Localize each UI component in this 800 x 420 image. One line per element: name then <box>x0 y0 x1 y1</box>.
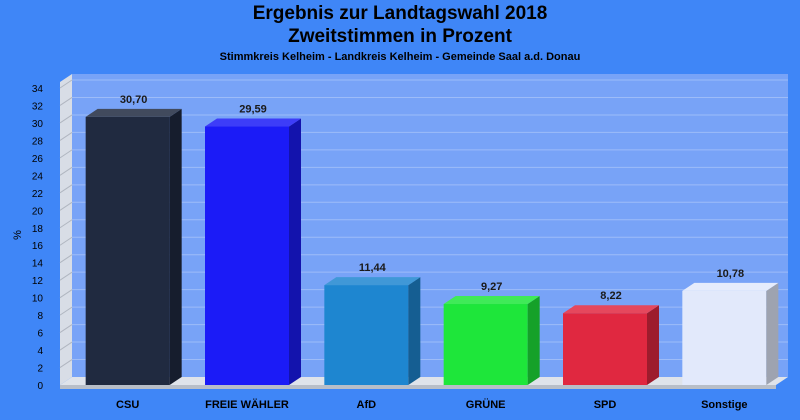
x-category-label: SPD <box>594 399 617 411</box>
gridline-side <box>59 324 73 334</box>
bar-side <box>169 108 182 385</box>
x-category-label: FREIE WÄHLER <box>205 398 289 411</box>
plot-floor-edge <box>60 385 776 389</box>
bar-top <box>85 108 182 117</box>
x-category-label: AfD <box>357 399 377 411</box>
gridline-side <box>59 271 73 281</box>
bar-front <box>205 126 289 385</box>
x-category-label: Sonstige <box>701 399 747 411</box>
bar-side <box>766 282 779 385</box>
chart-title-line-2: Zweitstimmen in Prozent <box>288 26 512 47</box>
bar-top <box>205 118 301 127</box>
gridline-side <box>59 359 73 368</box>
y-tick-label: 24 <box>32 171 44 182</box>
y-tick-label: 16 <box>32 241 44 252</box>
y-tick-label: 18 <box>32 224 44 235</box>
gridline-side <box>59 219 73 229</box>
gridline-side <box>59 254 73 264</box>
y-tick-label: 8 <box>37 311 43 322</box>
bar-top <box>443 296 540 305</box>
gridline-side <box>59 166 73 176</box>
bar-front <box>563 313 647 385</box>
bar-value-label: 29,59 <box>239 104 267 116</box>
y-tick-label: 32 <box>32 101 44 112</box>
gridline-side <box>59 114 73 124</box>
bar-value-label: 11,44 <box>359 262 387 274</box>
bar-front <box>324 285 409 385</box>
bar <box>563 305 659 385</box>
gridline-side <box>59 289 73 299</box>
bar-value-label: 8,22 <box>600 290 621 302</box>
gridline-side <box>59 79 73 89</box>
gridline-side <box>59 97 73 106</box>
y-tick-label: 0 <box>37 381 43 392</box>
bar-front <box>443 304 528 385</box>
bar-side <box>289 118 301 385</box>
chart-subtitle: Stimmkreis Kelheim - Landkreis Kelheim -… <box>219 51 581 63</box>
x-category-label: GRÜNE <box>466 398 506 411</box>
bar <box>443 296 540 385</box>
plot-back-wall <box>72 74 788 377</box>
x-category-label: CSU <box>116 399 139 411</box>
gridline-side <box>59 184 73 194</box>
y-tick-label: 26 <box>32 154 44 165</box>
y-tick-label: 30 <box>32 119 44 130</box>
chart-header: Ergebnis zur Landtagswahl 2018 Zweitstim… <box>0 2 800 63</box>
y-tick-label: 6 <box>37 329 43 340</box>
bar <box>682 282 779 385</box>
y-tick-label: 20 <box>32 206 44 217</box>
chart-title-line-1: Ergebnis zur Landtagswahl 2018 <box>252 3 548 24</box>
bar-top <box>324 277 421 286</box>
bar-front <box>682 290 767 385</box>
bar-side <box>527 296 540 385</box>
y-tick-label: 2 <box>37 364 43 375</box>
bar-value-label: 10,78 <box>717 268 745 280</box>
y-tick-label: 22 <box>32 189 44 200</box>
bar-top <box>563 305 659 314</box>
bar <box>324 277 421 385</box>
bar-side <box>647 305 659 385</box>
gridline-side <box>59 149 73 159</box>
bar-value-label: 30,70 <box>120 94 148 106</box>
gridline-side <box>59 341 73 351</box>
gridline-side <box>59 306 73 316</box>
plot-left-wall <box>60 74 72 385</box>
y-tick-label: 14 <box>32 259 44 270</box>
y-tick-label: 10 <box>32 294 44 305</box>
bar-side <box>408 277 421 385</box>
bar <box>205 118 301 385</box>
gridline-side <box>59 201 73 211</box>
y-tick-label: 12 <box>32 276 44 287</box>
y-tick-label: 34 <box>32 84 44 95</box>
y-tick-label: 4 <box>37 346 43 357</box>
y-axis-label: % <box>12 230 24 240</box>
y-tick-label: 28 <box>32 136 44 147</box>
bar-top <box>682 282 779 291</box>
bar-value-label: 9,27 <box>481 281 502 293</box>
bar-front <box>85 116 170 385</box>
bar <box>85 108 182 385</box>
gridline-side <box>59 131 73 141</box>
gridline-side <box>59 236 73 246</box>
